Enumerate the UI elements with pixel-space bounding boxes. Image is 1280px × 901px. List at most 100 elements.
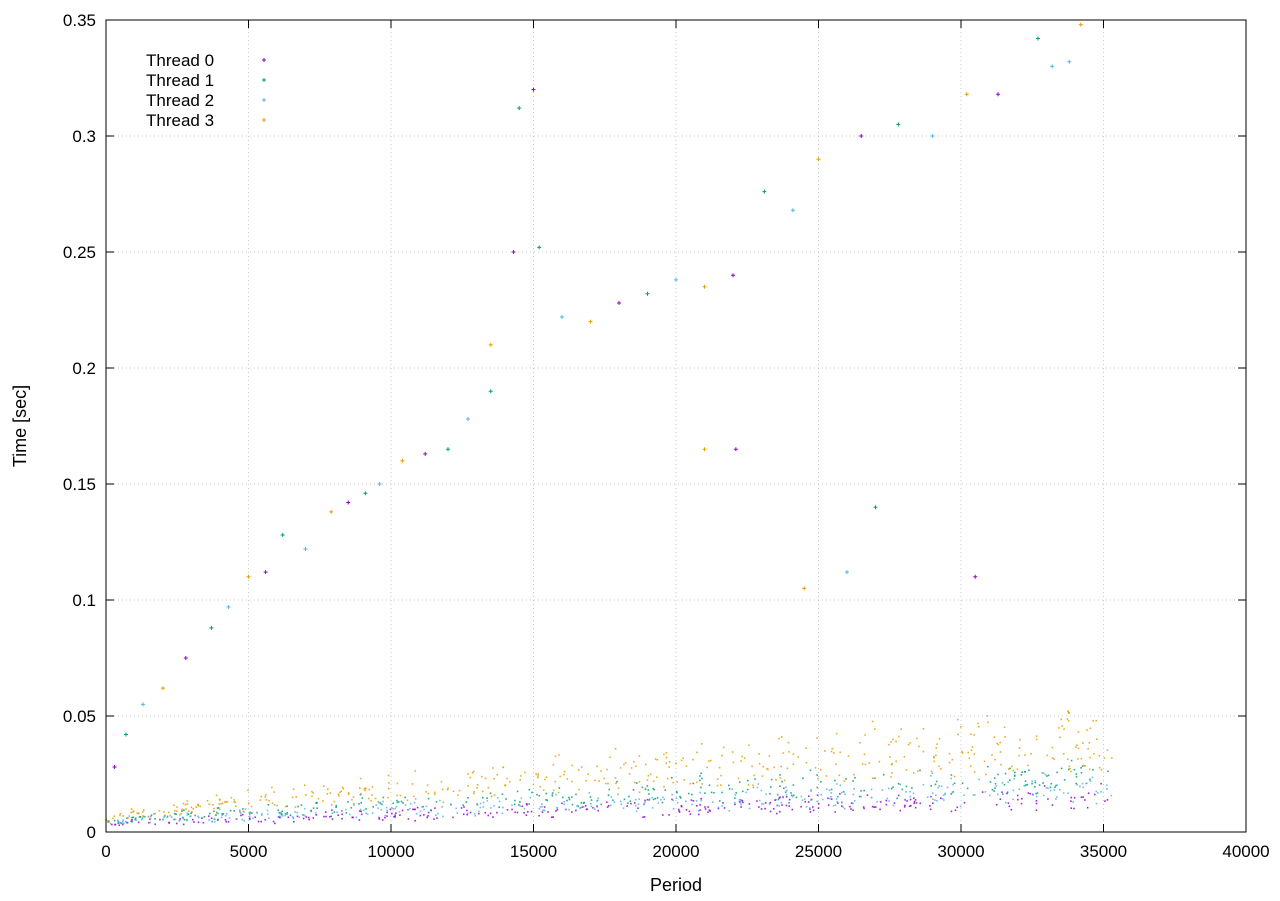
data-point — [218, 798, 221, 801]
data-point — [492, 767, 494, 769]
data-point — [809, 808, 811, 810]
data-point — [466, 809, 468, 812]
data-point — [505, 798, 507, 800]
data-point — [646, 798, 649, 801]
data-point — [520, 775, 522, 777]
data-point — [676, 791, 678, 794]
data-point — [963, 801, 966, 804]
data-point — [790, 794, 793, 797]
data-point — [844, 793, 846, 796]
data-point — [486, 799, 489, 802]
data-point — [922, 783, 925, 786]
data-point — [525, 802, 528, 805]
data-point — [619, 767, 622, 769]
data-point — [770, 778, 773, 781]
data-point — [629, 800, 632, 802]
data-point — [433, 818, 435, 820]
data-point — [197, 821, 200, 824]
data-point — [685, 765, 688, 767]
data-point — [1053, 758, 1055, 760]
data-point — [916, 737, 918, 740]
data-point — [291, 796, 294, 799]
data-point — [933, 756, 935, 759]
data-point — [558, 754, 560, 756]
data-point — [660, 798, 662, 801]
data-point — [535, 773, 537, 775]
data-point — [685, 809, 688, 811]
data-point — [1023, 785, 1025, 787]
data-point — [627, 802, 629, 805]
data-point — [997, 773, 999, 776]
data-point — [810, 790, 812, 792]
data-point — [126, 822, 129, 824]
data-point — [141, 819, 143, 821]
data-point — [551, 792, 554, 794]
data-point — [561, 796, 564, 799]
data-point — [457, 794, 459, 796]
data-point — [890, 763, 893, 766]
data-point — [391, 812, 393, 815]
data-point — [607, 782, 609, 785]
data-point — [870, 788, 873, 791]
data-point — [358, 803, 360, 805]
data-point — [738, 799, 741, 801]
x-axis-label: Period — [650, 875, 702, 895]
data-point — [541, 803, 543, 805]
data-point — [251, 812, 253, 814]
outlier-point — [363, 491, 368, 496]
data-point — [772, 808, 775, 810]
data-point — [994, 787, 996, 789]
data-point — [890, 741, 892, 743]
data-point — [1070, 770, 1072, 773]
data-point — [765, 793, 768, 796]
data-point — [222, 813, 225, 815]
data-point — [1009, 767, 1011, 770]
data-point — [1069, 767, 1071, 770]
data-point — [216, 807, 219, 809]
data-point — [707, 811, 709, 814]
data-point — [950, 793, 953, 795]
data-point — [709, 810, 711, 812]
data-point — [577, 805, 580, 808]
data-point — [996, 793, 999, 796]
data-point — [782, 752, 785, 754]
data-point — [276, 804, 278, 807]
data-point — [785, 796, 788, 798]
data-point — [871, 805, 874, 808]
data-point — [1027, 764, 1029, 767]
data-point — [623, 798, 626, 801]
data-point — [737, 777, 740, 780]
data-point — [284, 814, 286, 817]
y-tick-label: 0.1 — [72, 591, 96, 610]
data-point — [372, 806, 374, 808]
data-point — [834, 804, 837, 806]
data-point — [463, 806, 465, 808]
data-point — [387, 774, 390, 777]
data-point — [579, 807, 581, 809]
data-point — [213, 818, 216, 820]
data-point — [187, 810, 190, 812]
data-point — [1068, 712, 1070, 715]
data-point — [929, 808, 932, 811]
data-point — [436, 817, 438, 819]
data-point — [807, 801, 810, 803]
data-point — [209, 812, 211, 815]
data-point — [345, 808, 347, 811]
outlier-point — [816, 157, 821, 162]
outlier-point — [996, 92, 1001, 97]
data-point — [220, 816, 223, 819]
outlier-point — [531, 87, 536, 92]
data-point — [700, 786, 702, 789]
data-point — [240, 812, 242, 814]
data-point — [360, 810, 362, 813]
data-point — [904, 804, 906, 807]
data-point — [1106, 799, 1109, 801]
data-point — [633, 761, 635, 763]
data-point — [218, 799, 221, 801]
data-point — [909, 798, 912, 801]
data-point — [201, 817, 203, 820]
outlier-point — [674, 277, 678, 282]
outlier-point — [762, 189, 767, 194]
data-point — [871, 720, 874, 723]
